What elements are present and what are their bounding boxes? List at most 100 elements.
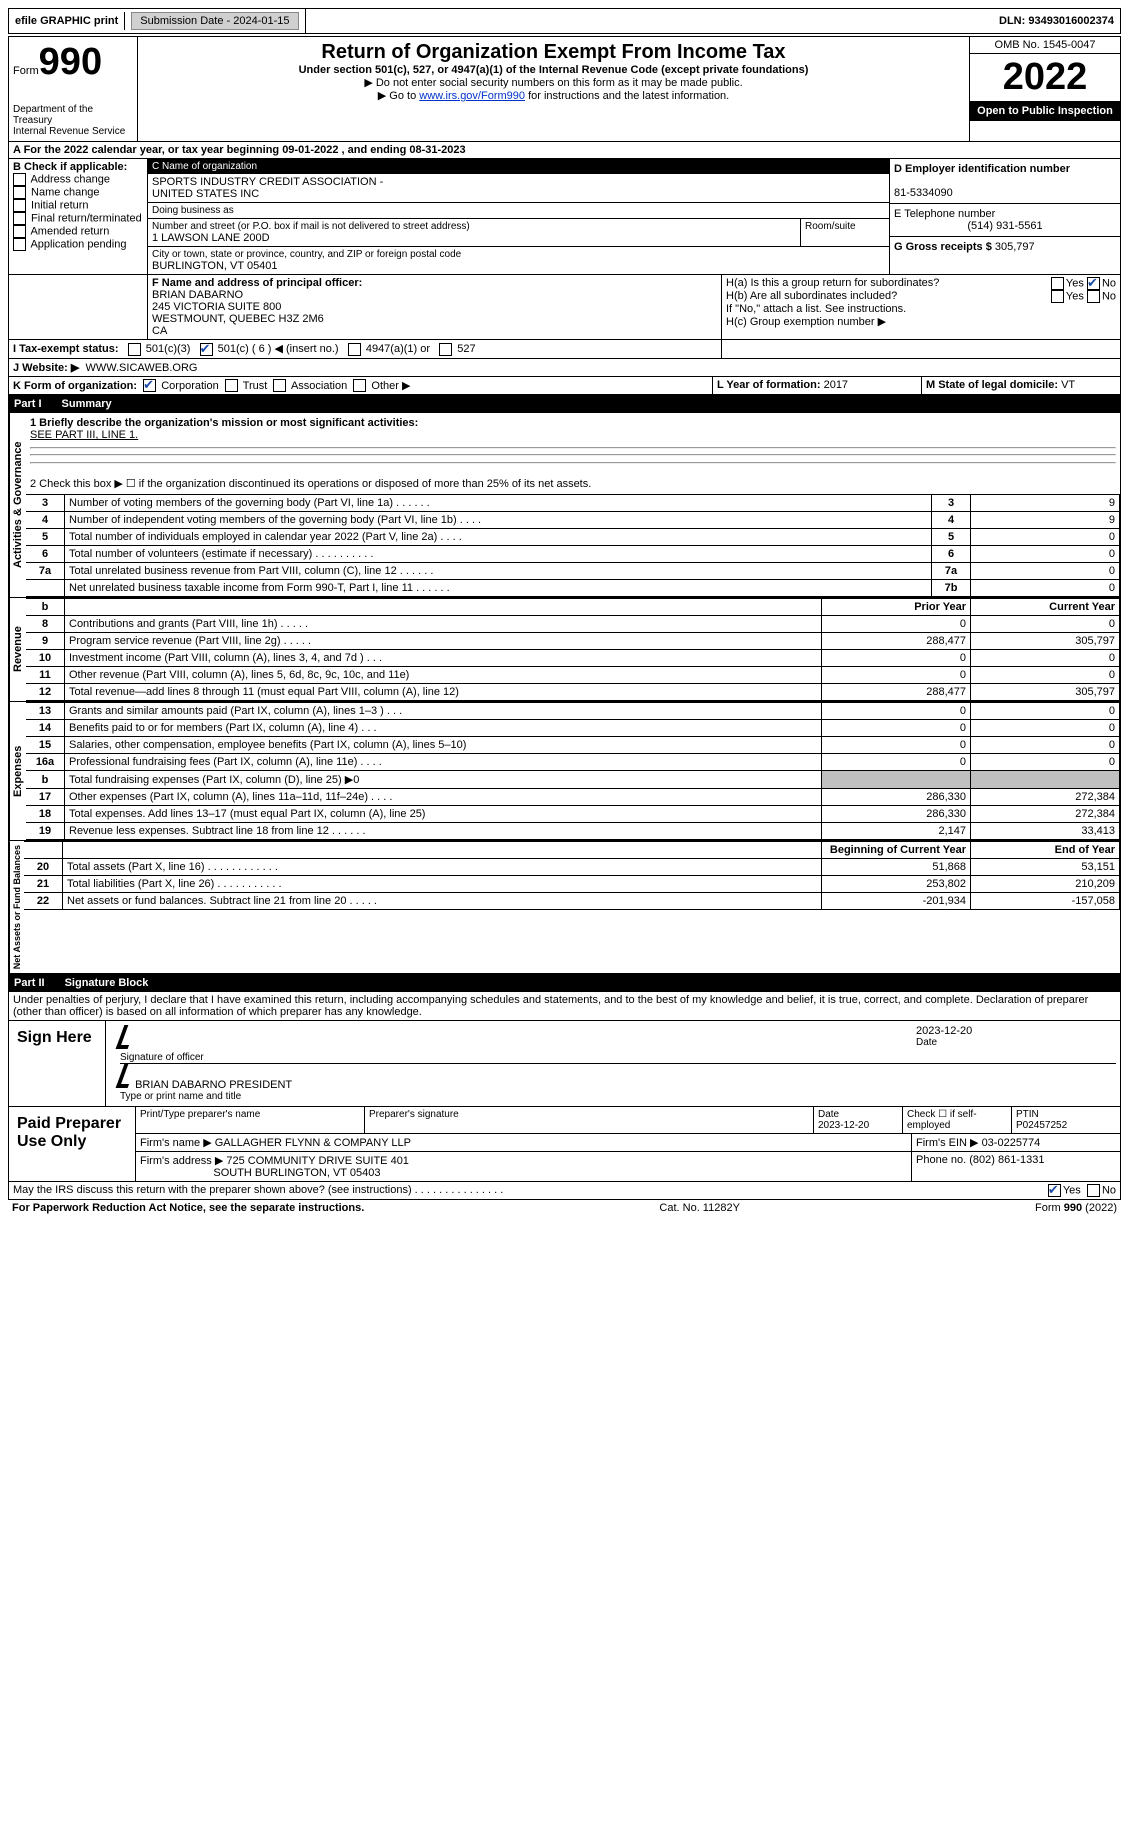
boxb-checkbox[interactable] (13, 212, 26, 225)
discuss-yes-checkbox[interactable] (1048, 1184, 1061, 1197)
box-k-label: K Form of organization: (13, 380, 137, 392)
expenses-table: 13Grants and similar amounts paid (Part … (26, 702, 1120, 840)
box-m-label: M State of legal domicile: (926, 379, 1058, 391)
officer-name: BRIAN DABARNO (152, 289, 243, 301)
dba-label: Doing business as (148, 202, 889, 218)
room-label: Room/suite (800, 219, 889, 246)
gov-label: Activities & Governance (9, 413, 26, 597)
k-other-checkbox[interactable] (353, 379, 366, 392)
box-l-label: L Year of formation: (717, 379, 821, 391)
box-e-label: E Telephone number (894, 208, 995, 220)
hb-yes-checkbox[interactable] (1051, 290, 1064, 303)
exp-label: Expenses (9, 702, 26, 840)
net-label: Net Assets or Fund Balances (9, 841, 24, 973)
boxb-checkbox[interactable] (13, 199, 26, 212)
k-corp-checkbox[interactable] (143, 379, 156, 392)
dln: DLN: 93493016002374 (993, 12, 1120, 30)
top-bar: efile GRAPHIC print Submission Date - 20… (8, 8, 1121, 34)
box-b-label: B Check if applicable: (13, 161, 127, 173)
paid-preparer-section: Paid Preparer Use Only Print/Type prepar… (8, 1107, 1121, 1182)
ptin-value: P02457252 (1016, 1120, 1067, 1131)
submission-date: Submission Date - 2024-01-15 (125, 9, 305, 33)
line-a: A For the 2022 calendar year, or tax yea… (8, 142, 1121, 159)
footer-center: Cat. No. 11282Y (659, 1202, 740, 1214)
discuss-no-checkbox[interactable] (1087, 1184, 1100, 1197)
rev-label: Revenue (9, 598, 26, 701)
line1-label: 1 Briefly describe the organization's mi… (30, 417, 418, 429)
discuss-row: May the IRS discuss this return with the… (8, 1182, 1121, 1200)
gross-receipts: 305,797 (995, 241, 1035, 253)
omb-number: OMB No. 1545-0047 (970, 37, 1120, 54)
part-1-header: Part I Summary (8, 395, 1121, 413)
ha-no-checkbox[interactable] (1087, 277, 1100, 290)
sign-here-label: Sign Here (9, 1021, 106, 1106)
summary-governance: Activities & Governance 1 Briefly descri… (8, 413, 1121, 598)
date-label: Date (916, 1037, 1116, 1048)
firm-ein: 03-0225774 (982, 1137, 1041, 1149)
firm-ein-label: Firm's EIN ▶ (916, 1137, 979, 1149)
page-footer: For Paperwork Reduction Act Notice, see … (8, 1200, 1121, 1216)
box-f-label: F Name and address of principal officer: (152, 277, 362, 289)
part-2-header: Part II Signature Block (8, 974, 1121, 992)
klm-row: K Form of organization: Corporation Trus… (8, 377, 1121, 396)
note-2: ▶ Go to www.irs.gov/Form990 for instruct… (142, 89, 965, 102)
summary-expenses: Expenses 13Grants and similar amounts pa… (8, 702, 1121, 841)
firm-phone: (802) 861-1331 (969, 1154, 1044, 1166)
officer-addr3: CA (152, 325, 167, 337)
firm-name-label: Firm's name ▶ (140, 1137, 212, 1149)
i-501c-checkbox[interactable] (200, 343, 213, 356)
form-number: 990 (39, 41, 102, 83)
penalty-text: Under penalties of perjury, I declare th… (8, 992, 1121, 1021)
signer-name: BRIAN DABARNO PRESIDENT (135, 1079, 292, 1091)
firm-phone-label: Phone no. (916, 1154, 966, 1166)
dept-label: Department of the Treasury (13, 104, 133, 126)
website-value: WWW.SICAWEB.ORG (85, 362, 197, 374)
boxb-checkbox[interactable] (13, 225, 26, 238)
footer-right: Form 990 (2022) (1035, 1202, 1117, 1214)
city-value: BURLINGTON, VT 05401 (152, 260, 885, 272)
officer-addr2: WESTMOUNT, QUEBEC H3Z 2M6 (152, 313, 324, 325)
i-501c3-checkbox[interactable] (128, 343, 141, 356)
irs-label: Internal Revenue Service (13, 126, 133, 137)
h-b-note: If "No," attach a list. See instructions… (726, 303, 1116, 315)
line1-value: SEE PART III, LINE 1. (30, 429, 138, 441)
street-label: Number and street (or P.O. box if mail i… (152, 221, 796, 232)
revenue-table: bPrior YearCurrent Year 8Contributions a… (26, 598, 1120, 701)
discuss-text: May the IRS discuss this return with the… (13, 1184, 1048, 1197)
netassets-table: Beginning of Current YearEnd of Year 20T… (24, 841, 1120, 910)
footer-left: For Paperwork Reduction Act Notice, see … (12, 1202, 364, 1214)
line2: 2 Check this box ▶ ☐ if the organization… (26, 473, 1120, 494)
prep-sig-label: Preparer's signature (365, 1107, 814, 1133)
ha-yes-checkbox[interactable] (1051, 277, 1064, 290)
k-assoc-checkbox[interactable] (273, 379, 286, 392)
box-g-label: G Gross receipts $ (894, 241, 992, 253)
officer-section: F Name and address of principal officer:… (8, 275, 1121, 340)
year-formation: 2017 (824, 379, 848, 391)
i-527-checkbox[interactable] (439, 343, 452, 356)
box-c-label: C Name of organization (148, 159, 889, 174)
firm-addr1: 725 COMMUNITY DRIVE SUITE 401 (226, 1155, 409, 1167)
summary-revenue: Revenue bPrior YearCurrent Year 8Contrib… (8, 598, 1121, 702)
identity-section: B Check if applicable: Address change Na… (8, 159, 1121, 275)
k-trust-checkbox[interactable] (225, 379, 238, 392)
i-4947-checkbox[interactable] (348, 343, 361, 356)
irs-link[interactable]: www.irs.gov/Form990 (419, 90, 525, 102)
name-title-label: Type or print name and title (120, 1091, 1116, 1102)
prep-check-label: Check ☐ if self-employed (903, 1107, 1012, 1133)
state-domicile: VT (1061, 379, 1075, 391)
ein-value: 81-5334090 (894, 187, 953, 199)
paid-preparer-label: Paid Preparer Use Only (9, 1107, 136, 1181)
sign-date: 2023-12-20 (916, 1025, 1116, 1037)
boxb-checkbox[interactable] (13, 186, 26, 199)
city-label: City or town, state or province, country… (152, 249, 885, 260)
box-i-label: I Tax-exempt status: (13, 343, 119, 355)
boxb-checkbox[interactable] (13, 238, 26, 251)
prep-print-label: Print/Type preparer's name (136, 1107, 365, 1133)
org-name-2: UNITED STATES INC (152, 188, 259, 200)
hb-no-checkbox[interactable] (1087, 290, 1100, 303)
firm-addr-label: Firm's address ▶ (140, 1155, 223, 1167)
org-name-1: SPORTS INDUSTRY CREDIT ASSOCIATION - (152, 176, 383, 188)
note-1: ▶ Do not enter social security numbers o… (142, 76, 965, 89)
form-header: Form990 Department of the Treasury Inter… (8, 36, 1121, 142)
boxb-checkbox[interactable] (13, 173, 26, 186)
